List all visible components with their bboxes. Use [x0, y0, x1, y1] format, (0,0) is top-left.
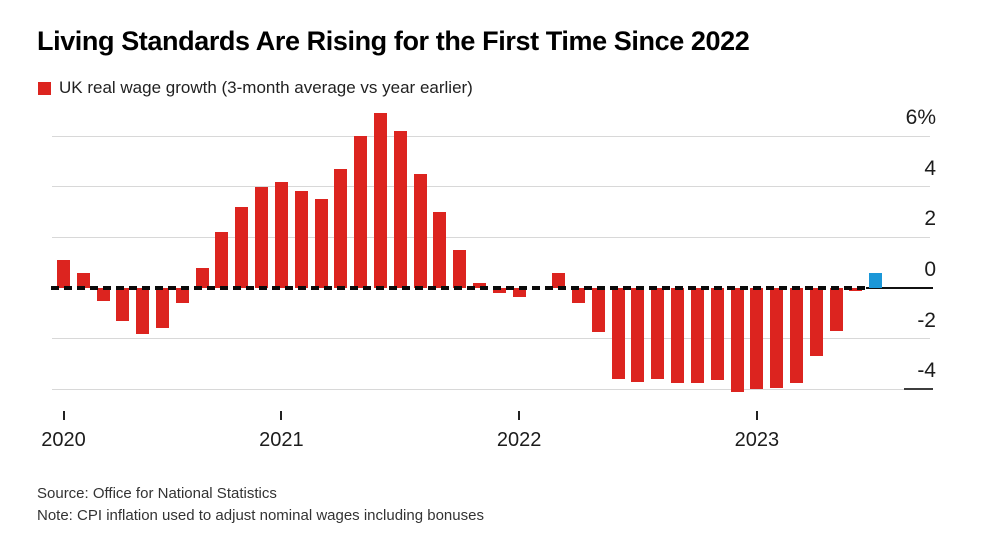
bar-oct-2020	[215, 232, 229, 288]
bar-dec-2020	[255, 186, 269, 288]
bar-aug-2021	[413, 174, 427, 288]
legend-label: UK real wage growth (3-month average vs …	[59, 78, 473, 97]
bar-nov-2021	[473, 282, 486, 288]
bar-sep-2022	[671, 288, 685, 383]
gridline--2	[52, 338, 930, 340]
x-axis-tick-2023	[755, 411, 758, 420]
bar-aug-2022	[651, 288, 665, 380]
legend-swatch-icon	[38, 81, 51, 95]
bar-jan-2023	[750, 288, 764, 390]
bar-apr-2023	[809, 288, 823, 357]
bar-mar-2021	[314, 199, 328, 288]
bar-feb-2021	[294, 190, 308, 288]
legend: UK real wage growth (3-month average vs …	[38, 78, 473, 98]
bar-jun-2022	[611, 288, 625, 380]
y-axis-label-6pct: 6%	[905, 106, 936, 130]
chart-title: Living Standards Are Rising for the Firs…	[37, 26, 750, 56]
y-axis-label-0: 0	[924, 258, 936, 281]
bar-oct-2021	[453, 250, 467, 288]
bar-jul-2023	[869, 272, 883, 288]
bar-mar-2022	[552, 272, 566, 288]
x-axis-label-2022: 2022	[496, 429, 542, 451]
bar-sep-2021	[433, 212, 447, 288]
x-axis-label-2020: 2020	[41, 429, 86, 451]
bar-jul-2022	[631, 288, 645, 382]
bar-jul-2021	[393, 131, 407, 288]
bar-oct-2022	[690, 288, 704, 383]
gridline-4	[52, 186, 930, 188]
x-axis-tick-2021	[280, 411, 283, 420]
y-axis-label--4: -4	[917, 359, 936, 383]
x-axis-tick-2020	[62, 411, 65, 420]
bar-jun-2020	[136, 288, 150, 334]
zero-baseline-solid	[866, 287, 933, 289]
y-axis-label--2: -2	[917, 308, 936, 332]
bar-feb-2023	[770, 288, 784, 388]
bar-jan-2022	[512, 288, 526, 297]
chart-footer: Source: Office for National Statistics N…	[37, 483, 484, 527]
bar-mar-2023	[789, 288, 803, 383]
bar-may-2020	[116, 288, 130, 321]
bar-apr-2021	[334, 169, 348, 288]
gridline-2	[52, 236, 930, 238]
y-axis-label-4: 4	[924, 156, 936, 180]
bar-feb-2020	[57, 260, 70, 288]
bar-dec-2022	[730, 288, 744, 392]
bar-sep-2020	[195, 267, 209, 288]
y-axis-floor-segment	[904, 388, 933, 391]
bar-dec-2021	[492, 288, 506, 294]
bar-aug-2020	[175, 288, 189, 304]
bar-may-2021	[354, 136, 368, 288]
source-text: Source: Office for National Statistics	[37, 485, 277, 502]
bar-mar-2020	[76, 272, 90, 288]
x-axis-tick-2022	[518, 411, 521, 420]
bar-nov-2020	[235, 207, 249, 288]
gridline--4	[52, 388, 930, 390]
bar-may-2022	[591, 288, 605, 333]
bar-jul-2020	[156, 288, 170, 329]
bar-apr-2022	[572, 288, 586, 304]
x-axis-label-2023: 2023	[734, 429, 780, 451]
gridline-6pct	[52, 135, 930, 137]
zero-baseline-dashed	[51, 286, 866, 290]
bar-jun-2021	[373, 113, 387, 288]
note-text: Note: CPI inflation used to adjust nomin…	[37, 507, 484, 524]
x-axis-label-2021: 2021	[259, 429, 304, 451]
bar-jan-2021	[274, 181, 288, 288]
bar-nov-2022	[710, 288, 724, 381]
bar-may-2023	[829, 288, 843, 331]
y-axis-label-2: 2	[924, 207, 936, 231]
bar-apr-2020	[96, 288, 110, 301]
